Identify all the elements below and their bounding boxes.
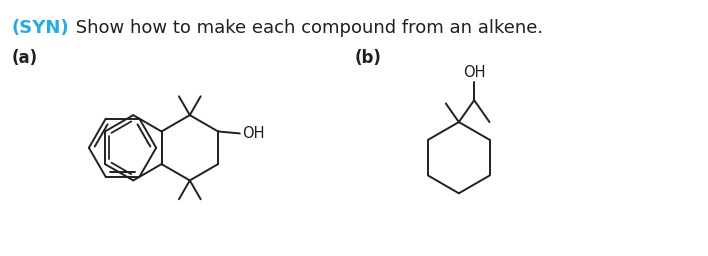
Text: OH: OH bbox=[463, 65, 486, 80]
Text: (SYN): (SYN) bbox=[12, 19, 69, 37]
Text: (a): (a) bbox=[12, 49, 38, 67]
Text: OH: OH bbox=[242, 126, 264, 141]
Text: (b): (b) bbox=[355, 49, 382, 67]
Text: Show how to make each compound from an alkene.: Show how to make each compound from an a… bbox=[70, 19, 543, 37]
